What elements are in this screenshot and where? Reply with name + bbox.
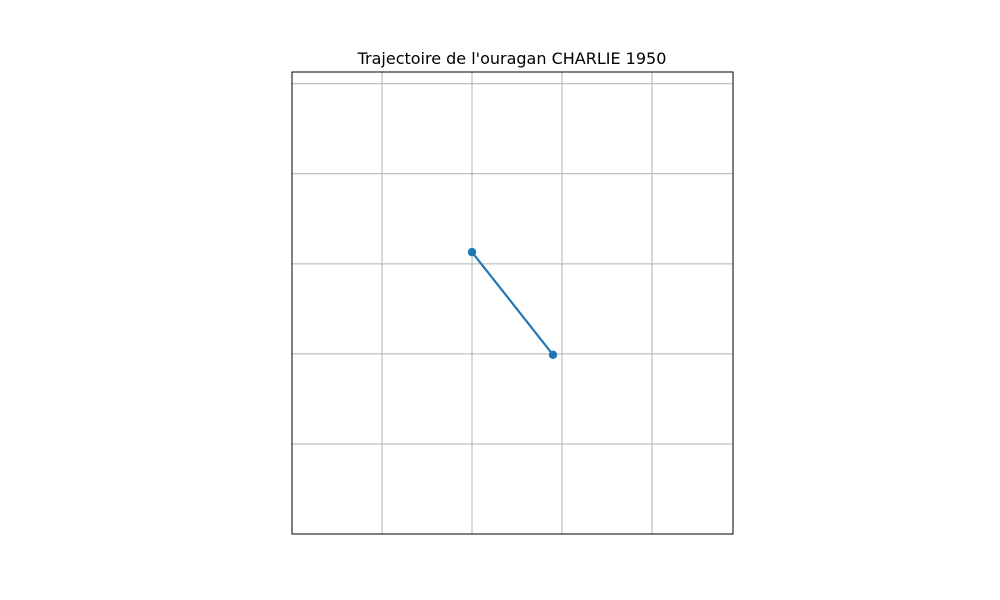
track-point bbox=[548, 350, 558, 359]
chart-title: Trajectoire de l'ouragan CHARLIE 1950 bbox=[357, 49, 667, 68]
plot-frame bbox=[291, 71, 734, 535]
map-gridlines bbox=[292, 72, 733, 534]
track-point bbox=[467, 247, 477, 257]
track-line bbox=[470, 251, 555, 356]
hurricane-track bbox=[467, 247, 558, 359]
